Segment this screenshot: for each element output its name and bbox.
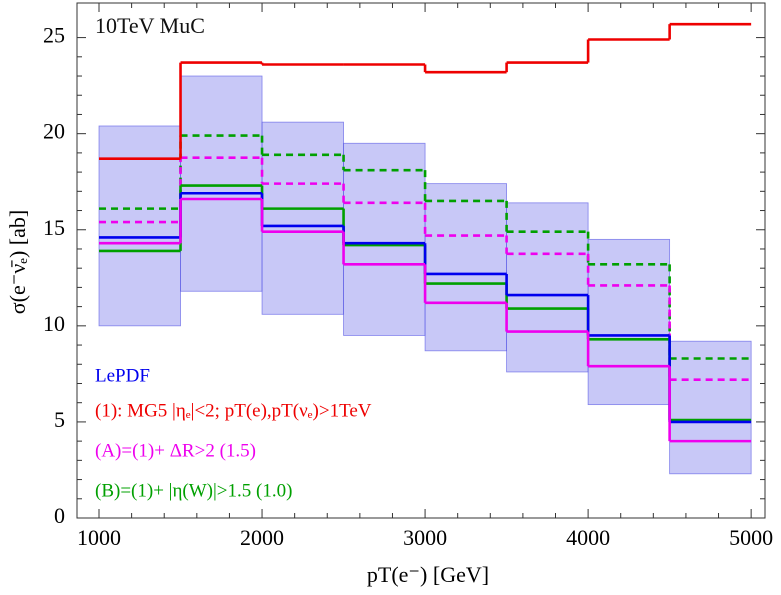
legend-label: (B)=(1)+ |η(W)|>1.5 (1.0) [95,480,292,501]
y-tick-label: 0 [54,503,65,528]
plot-frame [76,2,766,519]
uncertainty-band [424,183,507,352]
x-tick-label: 2000 [240,525,284,550]
uncertainty-band [506,202,589,373]
uncertainty-band [98,125,181,327]
x-axis-label: pT(e⁻) [GeV] [367,562,489,587]
x-tick-label: 4000 [566,525,610,550]
y-tick-label: 5 [54,407,65,432]
legend-label: LePDF [95,365,150,386]
uncertainty-band [669,340,752,475]
y-tick-label: 20 [43,119,65,144]
uncertainty-band [180,75,263,292]
y-axis-label: σ(e⁻ν̄ₑ) [ab] [5,210,30,314]
y-tick-label: 10 [43,311,65,336]
uncertainty-band [343,142,426,336]
y-tick-label: 25 [43,23,65,48]
y-tick-label: 15 [43,215,65,240]
chart-title: 10TeV MuC [95,13,205,38]
uncertainty-band [587,238,671,406]
legend-label: (A)=(1)+ ΔR>2 (1.5) [95,440,256,461]
legend-label: (1): MG5 |ηₑ|<2; pT(e),pT(νₑ)>1TeV [95,400,372,421]
uncertainty-band [261,121,344,315]
x-tick-label: 1000 [77,525,121,550]
x-tick-label: 3000 [403,525,447,550]
x-tick-label: 5000 [729,525,773,550]
